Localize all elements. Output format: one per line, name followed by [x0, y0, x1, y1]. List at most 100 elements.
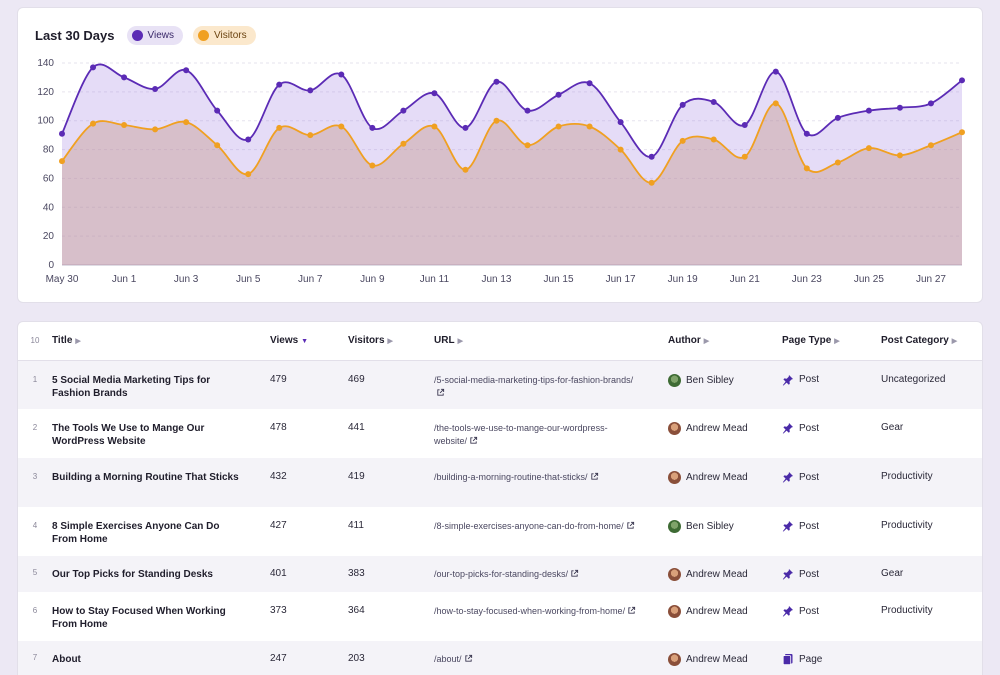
chart-header: Last 30 Days Views Visitors: [35, 26, 266, 45]
data-point-views: [431, 90, 438, 97]
author-cell: Ben Sibley: [668, 360, 782, 409]
external-link-icon[interactable]: [590, 472, 599, 481]
page-type-label: Post: [799, 605, 820, 617]
post-title-link[interactable]: The Tools We Use to Mange Our WordPress …: [52, 423, 205, 447]
page-type-cell: Post: [782, 592, 881, 641]
url-text: /5-social-media-marketing-tips-for-fashi…: [434, 374, 634, 385]
avatar: [668, 471, 681, 484]
data-point-visitors: [369, 162, 376, 169]
author-name: Andrew Mead: [686, 569, 748, 580]
data-point-visitors: [710, 136, 717, 143]
author-name: Andrew Mead: [686, 472, 748, 483]
data-point-visitors: [803, 165, 810, 172]
author-cell: Andrew Mead: [668, 556, 782, 592]
column-header-visitors[interactable]: Visitors ▶: [348, 322, 434, 360]
category-value: Gear: [881, 422, 904, 433]
author-cell: Andrew Mead: [668, 458, 782, 507]
x-tick-label: Jun 1: [112, 274, 137, 285]
x-tick-label: May 30: [46, 274, 79, 285]
column-header-author[interactable]: Author ▶: [668, 322, 782, 360]
external-link-icon[interactable]: [469, 436, 478, 445]
pin-icon: [782, 521, 793, 532]
chart-title: Last 30 Days: [35, 28, 115, 43]
sort-arrow-icon: ▶: [951, 338, 958, 346]
y-tick-label: 120: [37, 87, 54, 98]
y-tick-label: 80: [43, 145, 55, 156]
column-header-title[interactable]: Title ▶: [52, 322, 270, 360]
external-link-icon[interactable]: [627, 606, 636, 615]
sort-desc-icon: ▼: [301, 338, 309, 346]
avatar: [668, 422, 681, 435]
url-cell: /8-simple-exercises-anyone-can-do-from-h…: [434, 507, 668, 556]
post-title-link[interactable]: Building a Morning Routine That Sticks: [52, 472, 239, 483]
column-header-page-type[interactable]: Page Type ▶: [782, 322, 881, 360]
column-page-type-label: Page Type: [782, 335, 832, 347]
chart-card: Last 30 Days Views Visitors 0 20 40 60 80 100…: [17, 7, 983, 303]
data-point-views: [896, 104, 903, 111]
table-row: 5 Our Top Picks for Standing Desks 401 383 /…: [18, 556, 982, 592]
post-title-link[interactable]: Our Top Picks for Standing Desks: [52, 569, 213, 580]
x-tick-label: Jun 19: [668, 274, 698, 285]
row-rank: 5: [32, 568, 38, 577]
data-point-visitors: [772, 100, 779, 107]
url-text: /about/: [434, 654, 462, 664]
page-type-label: Post: [799, 471, 820, 483]
page-type-cell: Post: [782, 556, 881, 592]
data-point-visitors: [276, 124, 283, 131]
author-cell: Ben Sibley: [668, 507, 782, 556]
data-point-views: [462, 124, 469, 131]
data-point-visitors: [431, 123, 438, 130]
data-point-views: [307, 87, 314, 94]
url-cell: /how-to-stay-focused-when-working-from-h…: [434, 592, 668, 641]
pin-icon: [782, 569, 793, 580]
visitors-value: 469: [348, 373, 365, 385]
sort-arrow-icon: ▶: [834, 338, 840, 346]
column-post-category-label: Post Category: [881, 335, 949, 347]
table-body: 1 5 Social Media Marketing Tips for Fashi…: [18, 360, 982, 675]
legend-views-toggle[interactable]: Views: [126, 26, 183, 45]
author-cell: Andrew Mead: [668, 641, 782, 675]
post-title-link[interactable]: 8 Simple Exercises Anyone Can Do From Ho…: [52, 521, 220, 545]
page-type-label: Page: [799, 653, 823, 665]
data-point-views: [276, 81, 283, 88]
views-value: 247: [270, 653, 287, 664]
post-title-link[interactable]: About: [52, 654, 81, 665]
data-point-visitors: [865, 145, 872, 152]
x-tick-label: Jun 13: [481, 274, 511, 285]
line-chart[interactable]: 0 20 40 60 80 100 120 140 May 30 Jun 1 Jun 3 Jun 5 J…: [18, 8, 984, 304]
url-text: /our-top-picks-for-standing-desks/: [434, 569, 569, 579]
sort-arrow-icon: ▶: [703, 338, 710, 346]
column-visitors-label: Visitors: [348, 335, 385, 347]
x-tick-label: Jun 5: [236, 274, 261, 285]
data-point-views: [555, 91, 562, 98]
column-url-label: URL: [434, 335, 455, 347]
legend-visitors-toggle[interactable]: Visitors: [193, 26, 256, 45]
data-point-views: [183, 67, 190, 74]
sort-arrow-icon: ▶: [75, 338, 81, 346]
post-title-link[interactable]: How to Stay Focused When Working From Ho…: [52, 606, 226, 630]
external-link-icon[interactable]: [626, 521, 635, 530]
external-link-icon[interactable]: [570, 569, 579, 578]
series-area-visitors: [62, 103, 962, 265]
data-point-visitors: [555, 123, 562, 130]
views-value: 401: [270, 568, 287, 579]
page-type-cell: Post: [782, 458, 881, 507]
data-point-visitors: [214, 142, 221, 149]
column-header-post-category[interactable]: Post Category ▶: [881, 322, 982, 360]
top-posts-table-card: 10 Title ▶ Views ▼ Visitors ▶ URL ▶ Author ▶ …: [17, 321, 983, 675]
category-value: Uncategorized: [881, 373, 946, 385]
pin-icon: [782, 374, 793, 385]
column-header-url[interactable]: URL ▶: [434, 322, 668, 360]
data-point-views: [152, 85, 159, 92]
external-link-icon[interactable]: [464, 654, 473, 663]
column-header-views[interactable]: Views ▼: [270, 322, 348, 360]
visitors-value: 383: [348, 568, 365, 579]
data-point-views: [803, 130, 810, 137]
post-title-link[interactable]: 5 Social Media Marketing Tips for Fashio…: [52, 374, 211, 399]
x-tick-label: Jun 27: [916, 274, 946, 285]
external-link-icon[interactable]: [436, 388, 445, 397]
row-rank: 6: [32, 606, 38, 615]
data-point-views: [59, 130, 65, 137]
data-point-views: [369, 124, 376, 131]
views-swatch-icon: [131, 30, 143, 41]
